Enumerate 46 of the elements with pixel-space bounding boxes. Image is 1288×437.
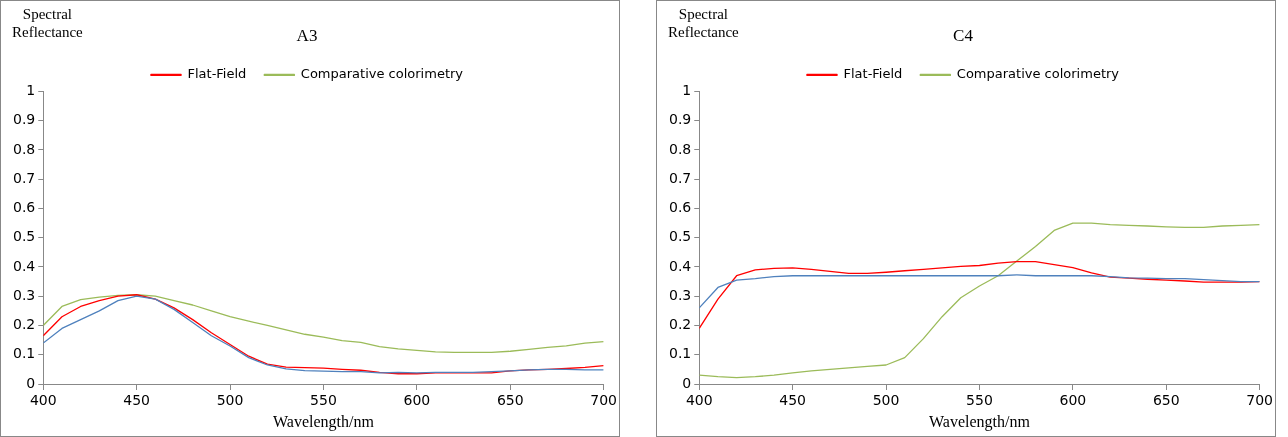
y-tick-label: 0 [682,374,692,391]
y-tick-label: 0.9 [669,111,692,128]
x-tick-label: 500 [872,392,900,409]
legend-label: Comparative colorimetry [300,66,464,82]
y-tick-label: 0.2 [13,316,36,333]
x-tick-label: 650 [496,392,524,409]
y-tick-label: 0.2 [669,316,692,333]
chart-title: C4 [953,25,974,45]
y-tick-label: 0.1 [13,345,36,362]
x-tick-label: 600 [403,392,431,409]
y-tick-label: 0.4 [669,257,692,274]
legend-label: Flat-Field [843,66,903,82]
x-tick-label: 450 [123,392,151,409]
x-tick-label: 600 [1059,392,1087,409]
y-tick-label: 1 [26,82,36,99]
chart-title: A3 [296,25,318,45]
y-tick-label: 0.5 [13,228,36,245]
y-axis-title: Spectral Reflectance [12,6,84,41]
x-tick-label: 500 [216,392,244,409]
x-tick-label: 550 [966,392,993,409]
x-axis-title: Wavelength/nm [273,412,375,431]
x-tick-label: 400 [685,392,713,409]
y-tick-label: 0.3 [669,286,692,303]
y-tick-label: 0.4 [13,257,36,274]
x-tick-label: 700 [590,392,618,409]
x-tick-label: 450 [779,392,807,409]
x-tick-label: 650 [1152,392,1180,409]
y-tick-label: 0.3 [13,286,36,303]
y-tick-label: 0.7 [13,169,36,186]
y-tick-label: 0.7 [669,169,692,186]
legend-label: Flat-Field [187,66,247,82]
y-tick-label: 0 [26,374,36,391]
x-tick-label: 400 [29,392,57,409]
y-tick-label: 0.6 [13,199,36,216]
x-tick-label: 700 [1246,392,1274,409]
x-axis-title: Wavelength/nm [929,412,1031,431]
y-axis-title: Spectral Reflectance [668,6,740,41]
y-tick-label: 0.9 [13,111,36,128]
y-tick-label: 0.8 [13,140,36,157]
y-tick-label: 0.5 [669,228,692,245]
legend-label: Comparative colorimetry [956,66,1120,82]
y-tick-label: 0.6 [669,199,692,216]
y-tick-label: 0.1 [669,345,692,362]
x-tick-label: 550 [310,392,337,409]
y-tick-label: 1 [682,82,692,99]
y-tick-label: 0.8 [669,140,692,157]
